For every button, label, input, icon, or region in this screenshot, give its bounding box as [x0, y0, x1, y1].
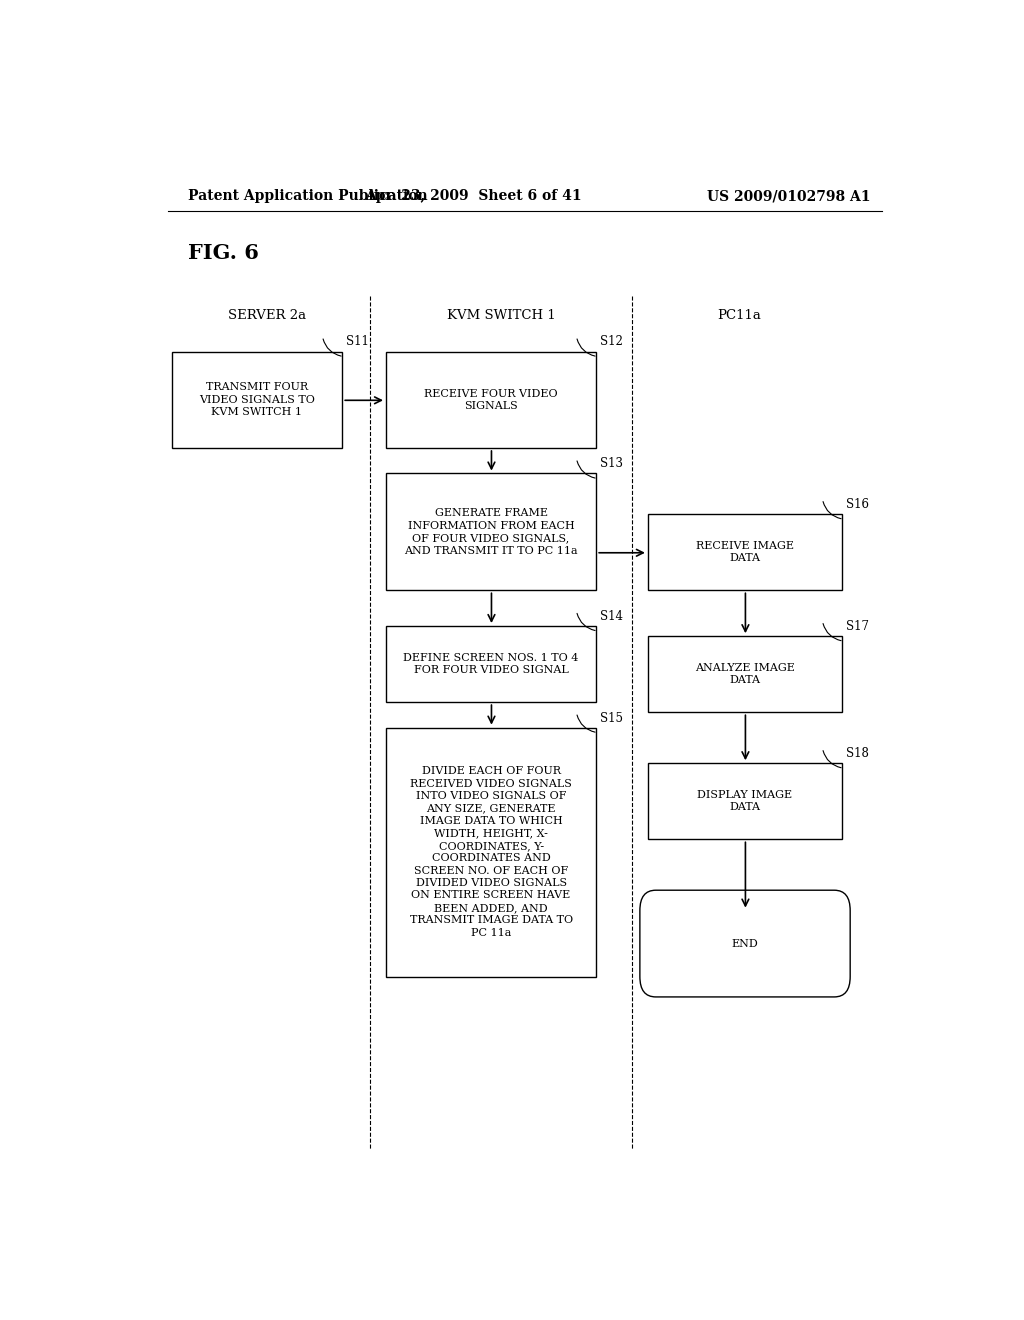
Text: S13: S13: [600, 458, 624, 470]
Text: S17: S17: [846, 620, 869, 634]
Text: RECEIVE IMAGE
DATA: RECEIVE IMAGE DATA: [696, 541, 794, 564]
Text: DISPLAY IMAGE
DATA: DISPLAY IMAGE DATA: [697, 791, 793, 813]
Text: FIG. 6: FIG. 6: [187, 243, 258, 263]
Text: KVM SWITCH 1: KVM SWITCH 1: [446, 309, 555, 322]
Text: S14: S14: [600, 610, 624, 623]
Text: Patent Application Publication: Patent Application Publication: [187, 189, 427, 203]
Text: US 2009/0102798 A1: US 2009/0102798 A1: [707, 189, 870, 203]
Text: ANALYZE IMAGE
DATA: ANALYZE IMAGE DATA: [695, 663, 795, 685]
Text: S15: S15: [600, 711, 624, 725]
Text: PC11a: PC11a: [717, 309, 761, 322]
Bar: [386, 351, 596, 447]
Text: TRANSMIT FOUR
VIDEO SIGNALS TO
KVM SWITCH 1: TRANSMIT FOUR VIDEO SIGNALS TO KVM SWITC…: [199, 383, 315, 417]
Text: END: END: [732, 939, 759, 949]
Text: S18: S18: [846, 747, 869, 760]
Bar: [648, 515, 842, 590]
Text: S16: S16: [846, 498, 869, 511]
Bar: [386, 626, 596, 702]
Text: Apr. 23, 2009  Sheet 6 of 41: Apr. 23, 2009 Sheet 6 of 41: [365, 189, 582, 203]
Bar: [172, 351, 342, 447]
Text: S12: S12: [600, 335, 623, 348]
FancyBboxPatch shape: [640, 890, 850, 997]
Text: S11: S11: [346, 335, 369, 348]
Text: SERVER 2a: SERVER 2a: [227, 309, 306, 322]
Text: DEFINE SCREEN NOS. 1 TO 4
FOR FOUR VIDEO SIGNAL: DEFINE SCREEN NOS. 1 TO 4 FOR FOUR VIDEO…: [403, 653, 579, 676]
Text: GENERATE FRAME
INFORMATION FROM EACH
OF FOUR VIDEO SIGNALS,
AND TRANSMIT IT TO P: GENERATE FRAME INFORMATION FROM EACH OF …: [404, 508, 578, 556]
Bar: [386, 727, 596, 977]
Text: DIVIDE EACH OF FOUR
RECEIVED VIDEO SIGNALS
INTO VIDEO SIGNALS OF
ANY SIZE, GENER: DIVIDE EACH OF FOUR RECEIVED VIDEO SIGNA…: [410, 767, 572, 937]
Text: RECEIVE FOUR VIDEO
SIGNALS: RECEIVE FOUR VIDEO SIGNALS: [424, 388, 558, 411]
Bar: [386, 474, 596, 590]
Bar: [648, 636, 842, 713]
Bar: [648, 763, 842, 840]
